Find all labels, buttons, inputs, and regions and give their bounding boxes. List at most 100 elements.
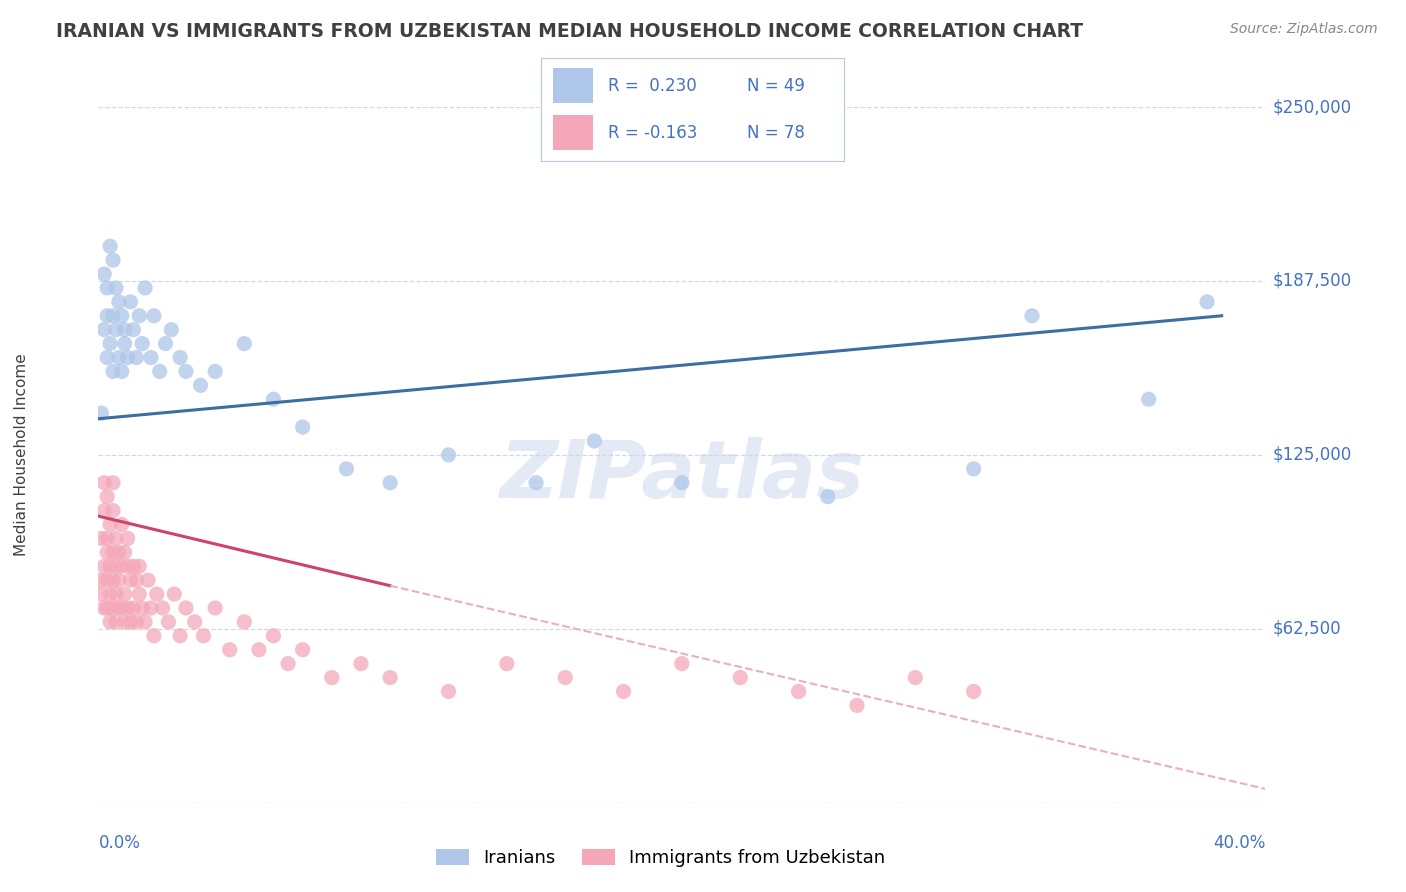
Point — [101, 545, 124, 559]
Point — [139, 351, 162, 365]
Text: N = 49: N = 49 — [747, 77, 804, 95]
Point — [146, 587, 169, 601]
Point — [120, 615, 142, 629]
Text: ZIPatlas: ZIPatlas — [499, 437, 865, 515]
Point — [96, 281, 118, 295]
Point — [104, 615, 127, 629]
Legend: Iranians, Immigrants from Uzbekistan: Iranians, Immigrants from Uzbekistan — [429, 841, 893, 874]
Point — [128, 309, 150, 323]
Point — [962, 462, 984, 476]
Point — [437, 448, 460, 462]
Point — [291, 642, 314, 657]
Point — [218, 642, 240, 657]
FancyBboxPatch shape — [554, 115, 593, 150]
Point — [262, 392, 284, 407]
Point — [190, 378, 212, 392]
Point — [101, 364, 124, 378]
Point — [554, 671, 576, 685]
Point — [90, 532, 112, 546]
Point — [128, 587, 150, 601]
Point — [335, 462, 357, 476]
Point — [111, 601, 134, 615]
Point — [728, 671, 751, 685]
Point — [277, 657, 299, 671]
Point — [131, 601, 153, 615]
Point — [96, 490, 118, 504]
Point — [160, 323, 183, 337]
Point — [149, 364, 172, 378]
Point — [93, 475, 115, 490]
Point — [125, 351, 148, 365]
Point — [90, 406, 112, 420]
Point — [98, 336, 121, 351]
Point — [321, 671, 343, 685]
Point — [174, 601, 197, 615]
Point — [98, 517, 121, 532]
Text: Median Household Income: Median Household Income — [14, 353, 28, 557]
Point — [111, 364, 134, 378]
Point — [583, 434, 606, 448]
Point — [787, 684, 810, 698]
Point — [120, 573, 142, 587]
Text: 40.0%: 40.0% — [1213, 834, 1265, 852]
Point — [183, 615, 205, 629]
Point — [157, 615, 180, 629]
Point — [378, 475, 402, 490]
Point — [904, 671, 927, 685]
Point — [96, 601, 118, 615]
Point — [104, 281, 127, 295]
Point — [117, 559, 139, 574]
Text: $250,000: $250,000 — [1272, 98, 1351, 116]
Point — [101, 309, 124, 323]
Point — [247, 642, 270, 657]
Point — [125, 615, 148, 629]
Text: $125,000: $125,000 — [1272, 446, 1351, 464]
Point — [98, 587, 121, 601]
Point — [93, 503, 115, 517]
Point — [845, 698, 868, 713]
Point — [134, 615, 156, 629]
Point — [108, 545, 131, 559]
Point — [114, 545, 136, 559]
Point — [101, 253, 124, 268]
Point — [378, 671, 402, 685]
Point — [98, 559, 121, 574]
Point — [90, 587, 112, 601]
Point — [128, 559, 150, 574]
Point — [101, 503, 124, 517]
Point — [104, 532, 127, 546]
Point — [139, 601, 162, 615]
Point — [108, 573, 131, 587]
Point — [350, 657, 373, 671]
Point — [108, 351, 131, 365]
Point — [98, 615, 121, 629]
Point — [204, 601, 226, 615]
Text: R =  0.230: R = 0.230 — [607, 77, 696, 95]
Text: 0.0%: 0.0% — [98, 834, 141, 852]
Point — [233, 615, 256, 629]
Point — [1137, 392, 1160, 407]
Point — [111, 517, 134, 532]
Point — [142, 629, 165, 643]
Point — [108, 601, 131, 615]
Point — [96, 532, 118, 546]
Point — [152, 601, 174, 615]
Text: Source: ZipAtlas.com: Source: ZipAtlas.com — [1230, 22, 1378, 37]
Point — [291, 420, 314, 434]
Point — [104, 559, 127, 574]
Point — [155, 336, 177, 351]
Point — [962, 684, 984, 698]
Point — [93, 267, 115, 281]
Point — [136, 573, 159, 587]
Text: $187,500: $187,500 — [1272, 272, 1351, 290]
Point — [101, 475, 124, 490]
Point — [104, 323, 127, 337]
Point — [1021, 309, 1043, 323]
Point — [117, 351, 139, 365]
Point — [131, 336, 153, 351]
Point — [174, 364, 197, 378]
Text: IRANIAN VS IMMIGRANTS FROM UZBEKISTAN MEDIAN HOUSEHOLD INCOME CORRELATION CHART: IRANIAN VS IMMIGRANTS FROM UZBEKISTAN ME… — [56, 22, 1084, 41]
Point — [93, 601, 115, 615]
Point — [108, 294, 131, 309]
Point — [163, 587, 186, 601]
